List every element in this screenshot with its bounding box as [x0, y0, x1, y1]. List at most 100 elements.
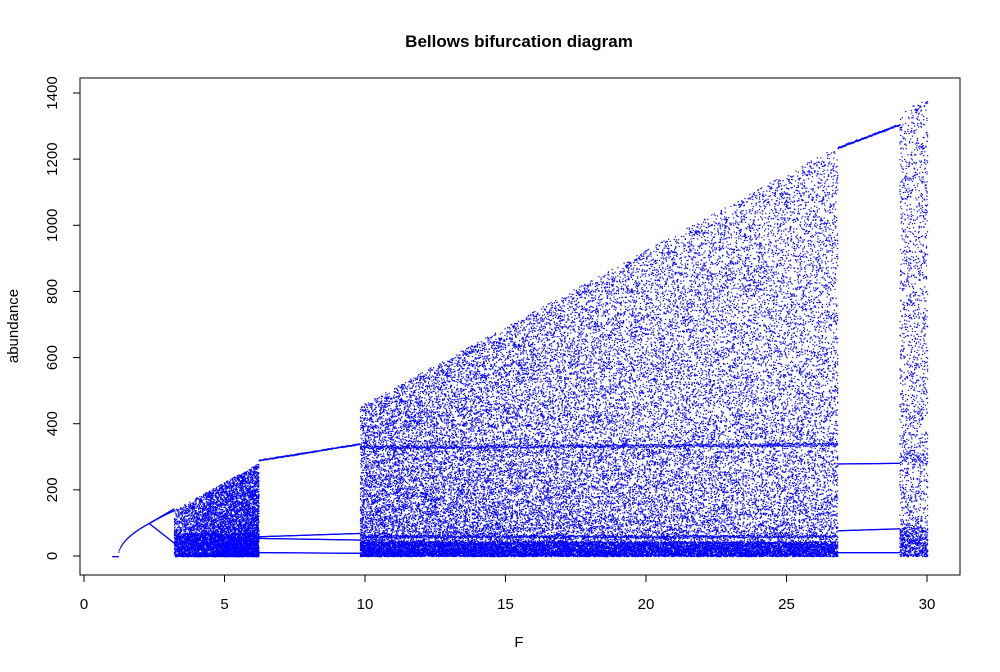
- data-point: [174, 535, 175, 536]
- data-point: [182, 508, 183, 509]
- data-point: [203, 519, 204, 520]
- data-point: [189, 541, 190, 542]
- data-point: [205, 526, 206, 527]
- data-point: [189, 519, 190, 520]
- data-point: [198, 511, 199, 512]
- data-point: [205, 514, 206, 515]
- data-point: [181, 511, 182, 512]
- data-point: [199, 518, 200, 519]
- data-point: [200, 507, 201, 508]
- data-point: [202, 538, 203, 539]
- data-point: [204, 546, 205, 547]
- data-point: [200, 498, 201, 499]
- data-point: [204, 503, 205, 504]
- data-point: [195, 513, 196, 514]
- data-point: [196, 552, 197, 553]
- data-point: [189, 502, 190, 503]
- data-point: [192, 521, 193, 522]
- data-point: [189, 515, 190, 516]
- data-point: [183, 519, 184, 520]
- data-point: [190, 520, 191, 521]
- data-point: [190, 538, 191, 539]
- data-point: [194, 514, 195, 515]
- data-point: [201, 500, 202, 501]
- data-point: [192, 505, 193, 506]
- data-point: [195, 536, 196, 537]
- data-point: [195, 512, 196, 513]
- data-point: [202, 530, 203, 531]
- data-point: [188, 504, 189, 505]
- data-point: [199, 527, 200, 528]
- data-point: [187, 510, 188, 511]
- data-point: [203, 549, 204, 550]
- data-point: [180, 527, 181, 528]
- data-point: [184, 544, 185, 545]
- data-point: [181, 518, 182, 519]
- data-point: [190, 505, 191, 506]
- data-point: [199, 496, 200, 497]
- data-point: [203, 511, 204, 512]
- data-point: [191, 519, 192, 520]
- data-point: [195, 517, 196, 518]
- data-point: [186, 545, 187, 546]
- data-point: [180, 518, 181, 519]
- data-point: [178, 542, 179, 543]
- data-point: [189, 508, 190, 509]
- data-point: [191, 521, 192, 522]
- data-point: [183, 534, 184, 535]
- data-point: [181, 527, 182, 528]
- data-point: [193, 520, 194, 521]
- data-point: [182, 515, 183, 516]
- data-point: [184, 516, 185, 517]
- data-point: [198, 504, 199, 505]
- data-point: [205, 539, 206, 540]
- data-point: [192, 538, 193, 539]
- data-point: [200, 539, 201, 540]
- data-point: [174, 524, 175, 525]
- data-point: [185, 525, 186, 526]
- data-point: [189, 505, 190, 506]
- data-point: [197, 512, 198, 513]
- data-point: [185, 527, 186, 528]
- data-point: [197, 532, 198, 533]
- data-point: [179, 514, 180, 515]
- data-point: [185, 518, 186, 519]
- data-point: [186, 533, 187, 534]
- data-point: [204, 531, 205, 532]
- data-point: [198, 514, 199, 515]
- data-point: [186, 544, 187, 545]
- data-point: [205, 508, 206, 509]
- data-point: [203, 536, 204, 537]
- data-point: [195, 533, 196, 534]
- data-point: [199, 534, 200, 535]
- data-point: [195, 531, 196, 532]
- data-point: [182, 518, 183, 519]
- data-point: [205, 532, 206, 533]
- data-point: [192, 517, 193, 518]
- data-point: [199, 522, 200, 523]
- data-point: [187, 508, 188, 509]
- data-point: [190, 533, 191, 534]
- data-point: [177, 523, 178, 524]
- data-point: [193, 508, 194, 509]
- data-point: [186, 519, 187, 520]
- data-point: [182, 511, 183, 512]
- data-point: [175, 520, 176, 521]
- data-point: [186, 524, 187, 525]
- data-point: [199, 542, 200, 543]
- data-point: [176, 509, 177, 510]
- data-point: [175, 538, 176, 539]
- data-point: [204, 524, 205, 525]
- data-point: [179, 523, 180, 524]
- data-point: [182, 527, 183, 528]
- data-point: [185, 513, 186, 514]
- data-point: [174, 510, 175, 511]
- data-point: [194, 546, 195, 547]
- data-point: [194, 506, 195, 507]
- data-point: [178, 512, 179, 513]
- data-point: [201, 543, 202, 544]
- data-point: [198, 537, 199, 538]
- data-point: [191, 505, 192, 506]
- data-point: [188, 510, 189, 511]
